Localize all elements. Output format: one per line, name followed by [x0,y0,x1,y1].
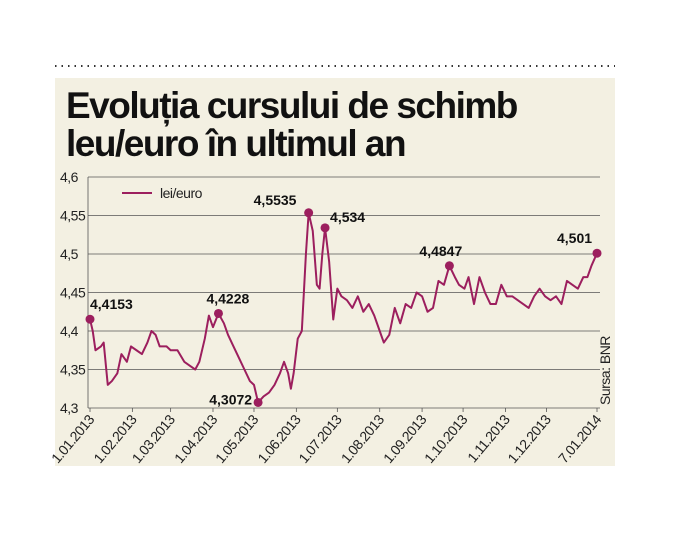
y-tick-label: 4,3 [60,400,79,416]
y-tick-label: 4,45 [60,285,86,301]
annotation-dot [592,248,602,258]
annotation-label: 4,5535 [254,192,297,208]
title-line: leu/euro în ultimul an [66,123,405,164]
y-tick-label: 4,55 [60,208,86,224]
annotation-dot [320,223,330,233]
annotation-dot [304,208,314,218]
annotation-label: 4,4847 [419,243,462,259]
y-tick-label: 4,6 [60,169,79,185]
y-tick-label: 4,5 [60,246,79,262]
y-tick-label: 4,35 [60,362,86,378]
annotation-label: 4,4228 [206,290,249,306]
y-tick-label: 4,4 [60,323,79,339]
annotation-dot [213,308,223,318]
source: Sursa: BNR [597,336,613,405]
title-line: Evoluția cursului de schimb [66,85,518,127]
annotation-label: 4,4153 [90,296,133,312]
annotation-label: 4,501 [557,230,592,246]
annotation-label: 4,3072 [209,391,252,407]
annotation-dot [444,261,454,271]
annotation-dot [253,397,263,407]
legend-label: lei/euro [160,185,203,201]
annotation-label: 4,534 [330,209,365,225]
annotation-dot [85,314,95,324]
panel [55,78,615,466]
